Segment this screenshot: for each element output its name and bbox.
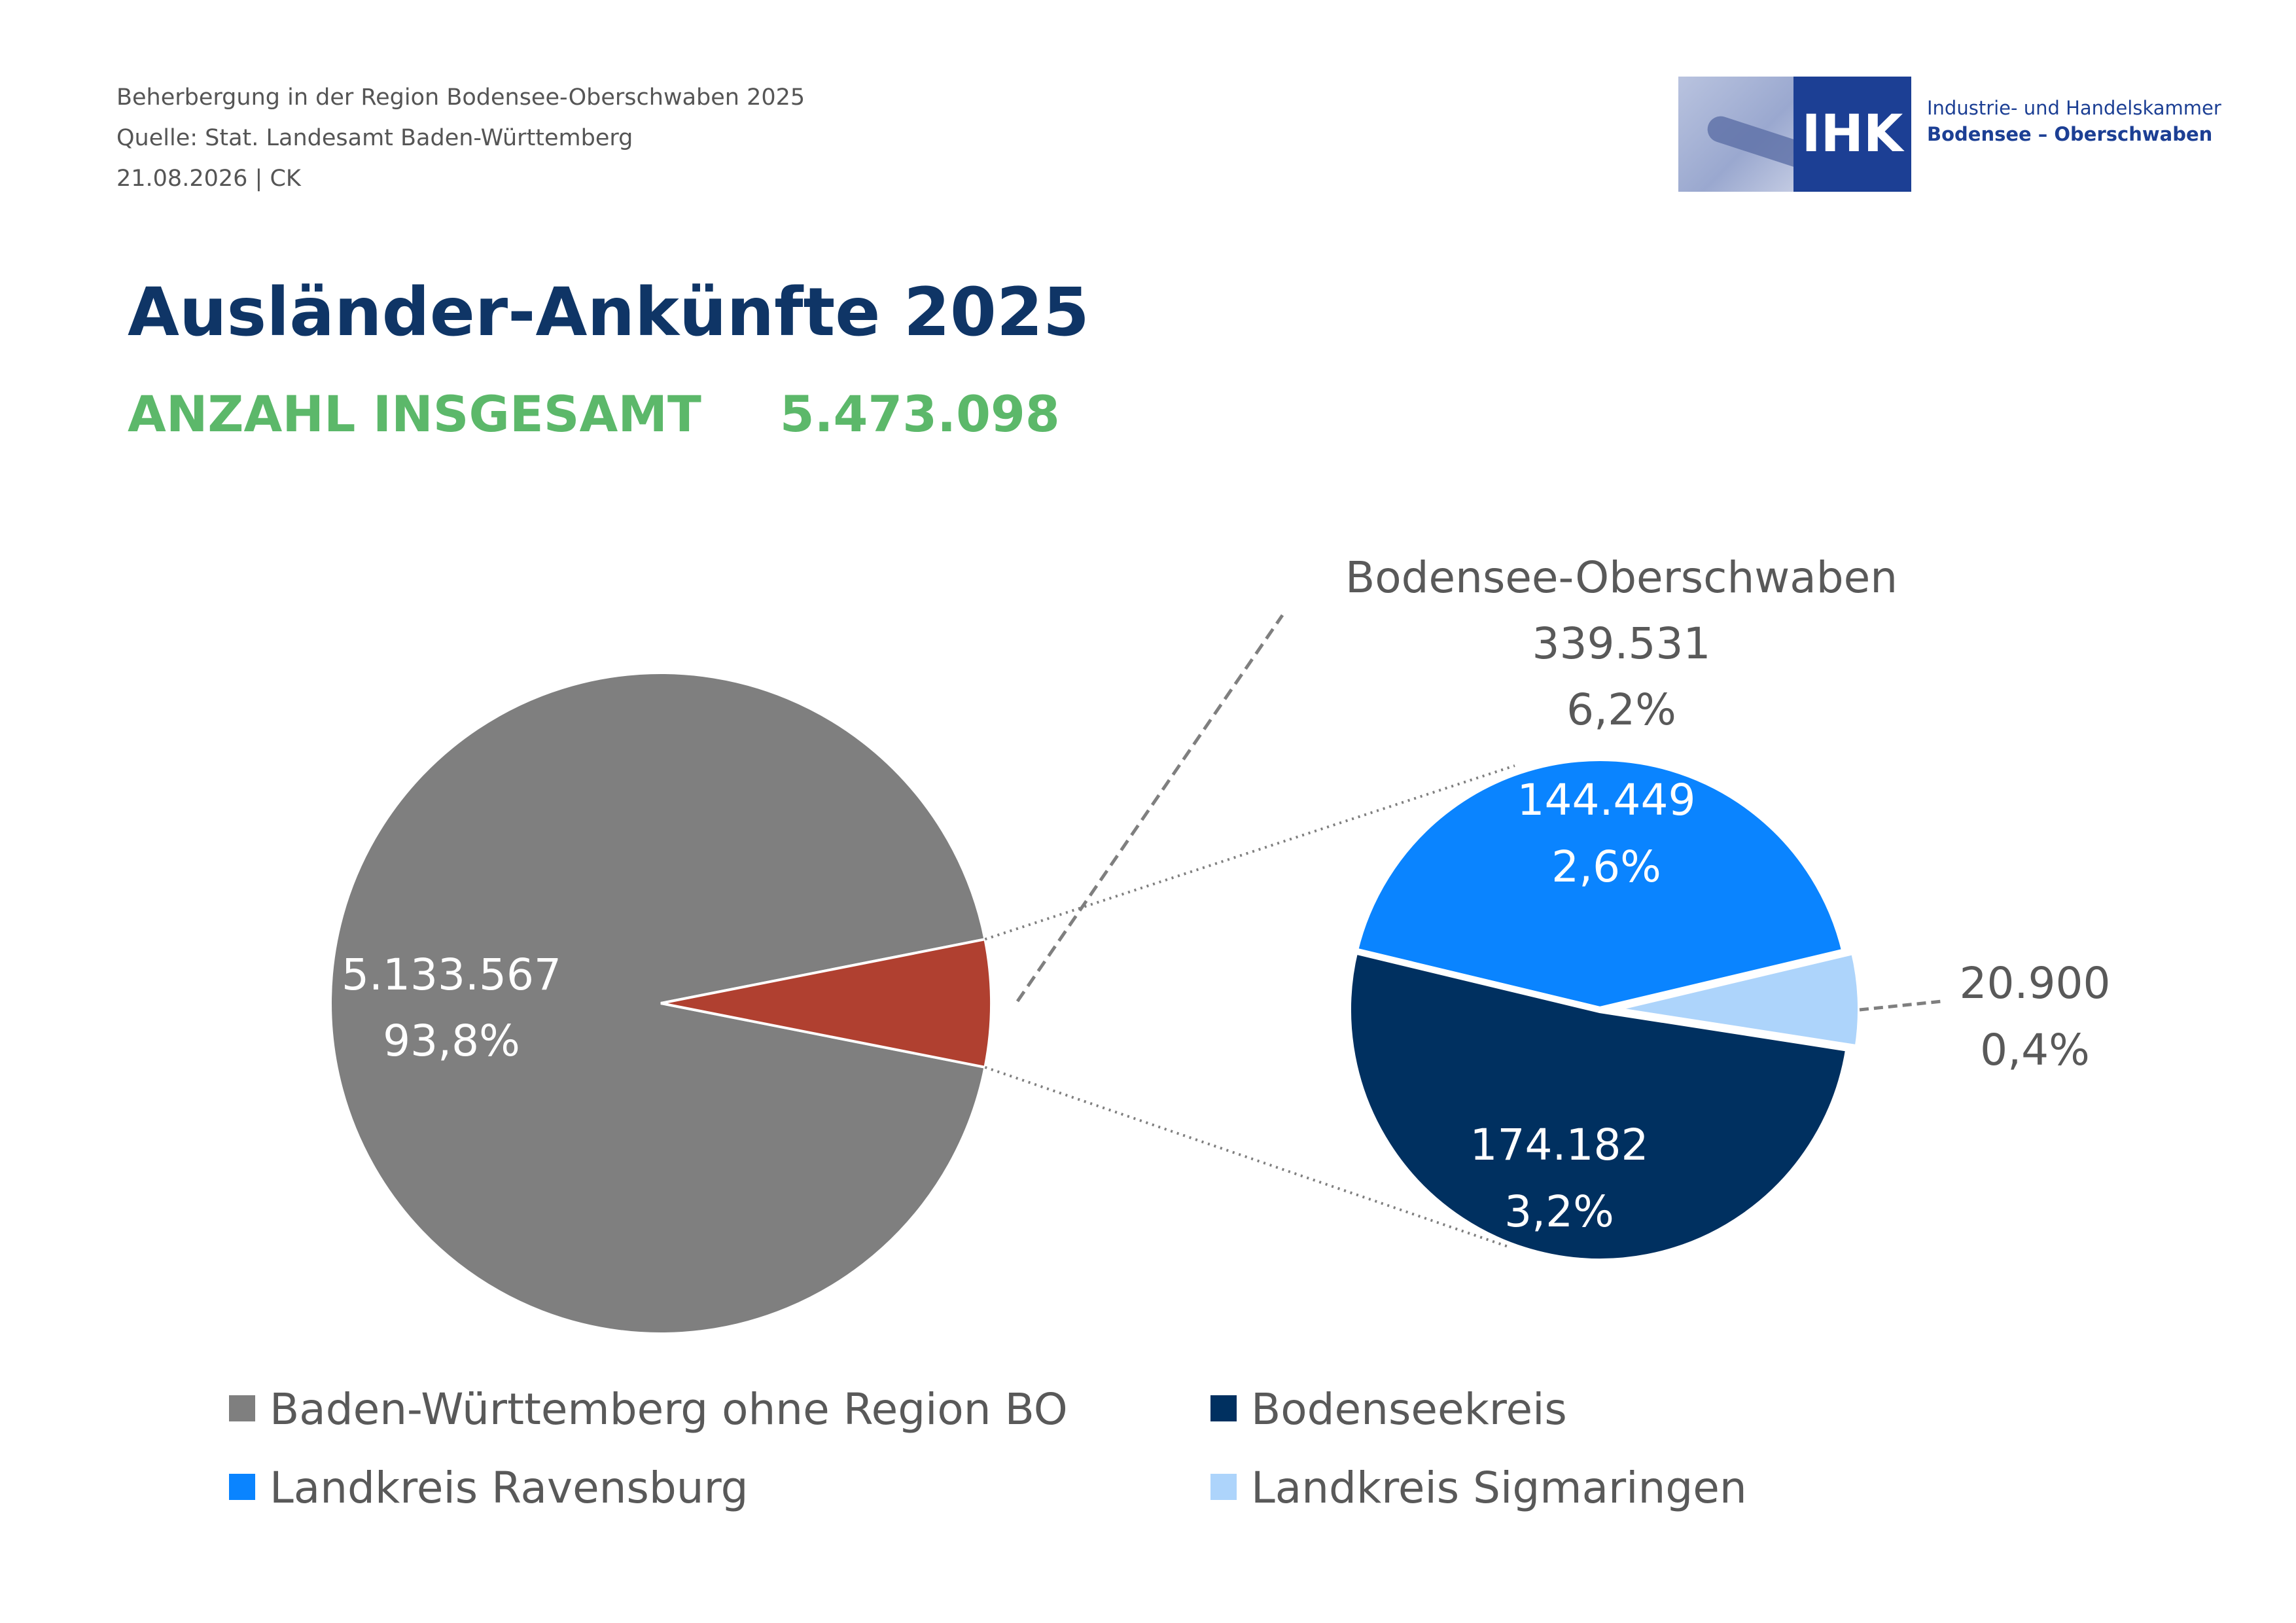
data-label-bodenseekreis-percent: 3,2% <box>1504 1186 1614 1237</box>
connector-line-bottom <box>984 1065 1509 1248</box>
data-label-sigmaringen-percent: 0,4% <box>1980 1025 2090 1075</box>
legend-item: Baden-Württemberg ohne Region BO <box>229 1384 1068 1435</box>
legend-swatch <box>1210 1395 1237 1421</box>
pie-slice-bodenseekreis <box>1345 948 1852 1265</box>
header-meta: Beherbergung in der Region Bodensee-Ober… <box>116 77 805 199</box>
logo-line-2: Bodensee – Oberschwaben <box>1927 123 2213 145</box>
legend-swatch <box>229 1395 255 1421</box>
ihk-logo: IHK Industrie- und Handelskammer Bodense… <box>1678 77 2241 192</box>
header-line-2: Quelle: Stat. Landesamt Baden-Württember… <box>116 125 633 151</box>
total-value: 5.473.098 <box>779 385 1060 443</box>
pie-slice-ravensburg <box>1351 755 1848 1013</box>
header-line-3: 21.08.2026 | CK <box>116 166 301 192</box>
legend-label: Bodenseekreis <box>1251 1384 1567 1435</box>
legend-label: Landkreis Sigmaringen <box>1251 1463 1747 1513</box>
data-label-sigmaringen-value: 20.900 <box>1960 958 2111 1008</box>
legend-swatch <box>1210 1473 1237 1500</box>
total-line: ANZAHL INSGESAMT 5.473.098 <box>128 385 1060 443</box>
data-label-bo-percent: 6,2% <box>1566 685 1676 735</box>
connector-line-top <box>984 764 1515 941</box>
logo-abbr: IHK <box>1793 77 1911 192</box>
data-label-bo-name: Bodensee-Oberschwaben <box>1345 552 1898 603</box>
leader-line-sigmaringen <box>1859 999 1943 1012</box>
data-label-ravensburg-percent: 2,6% <box>1551 842 1661 892</box>
total-label: ANZAHL INSGESAMT <box>128 385 701 443</box>
legend-item: Landkreis Sigmaringen <box>1210 1463 1747 1513</box>
pie-slice-bodensee-oberschwaben <box>660 937 993 1069</box>
legend-item: Bodenseekreis <box>1210 1384 1567 1435</box>
legend-label: Baden-Württemberg ohne Region BO <box>270 1384 1068 1435</box>
data-label-bodenseekreis-value: 174.182 <box>1470 1120 1649 1170</box>
pie-slice-sigmaringen <box>1605 948 1864 1052</box>
logo-text: Industrie- und Handelskammer Bodensee – … <box>1927 95 2221 147</box>
legend-label: Landkreis Ravensburg <box>270 1463 749 1513</box>
data-label-bw-percent: 93,8% <box>383 1016 520 1066</box>
legend-swatch <box>229 1473 255 1500</box>
legend-item: Landkreis Ravensburg <box>229 1463 748 1513</box>
logo-line-1: Industrie- und Handelskammer <box>1927 97 2221 119</box>
data-label-ravensburg-value: 144.449 <box>1517 775 1696 825</box>
data-label-bo-value: 339.531 <box>1532 618 1711 669</box>
header-line-1: Beherbergung in der Region Bodensee-Ober… <box>116 84 805 111</box>
data-label-bw-value: 5.133.567 <box>342 950 561 1000</box>
leader-line-bo <box>1016 614 1284 1003</box>
page-title: Ausländer-Ankünfte 2025 <box>128 274 1089 351</box>
pie-slice-bw-ohne-bo <box>329 671 987 1335</box>
